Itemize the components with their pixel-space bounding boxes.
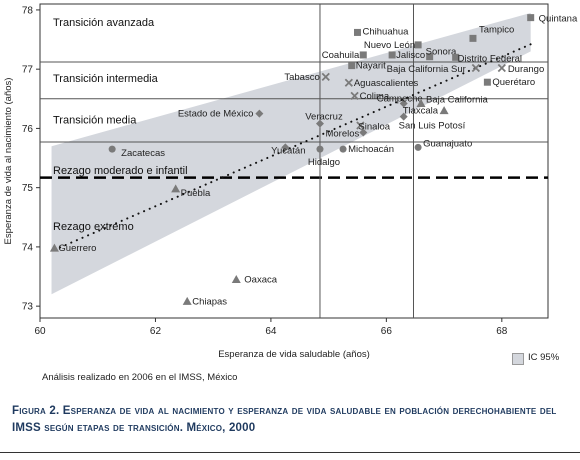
point-label-coahuila: Coahuila — [322, 50, 360, 61]
point-colima — [350, 91, 359, 100]
legend-label-ci: IC 95% — [528, 352, 560, 363]
point-label-sinaloa: Sinaloa — [358, 121, 390, 132]
point-label-morelos: Morelos — [325, 129, 359, 140]
stage-label-0: Transición avanzada — [53, 17, 155, 29]
point-label-puebla: Puebla — [181, 188, 211, 199]
x-tick-label-68: 68 — [496, 326, 508, 337]
point-label-zacatecas: Zacatecas — [121, 148, 165, 159]
y-tick-label-78: 78 — [22, 5, 34, 16]
x-tick-label-62: 62 — [150, 326, 162, 337]
point-label-tabasco: Tabasco — [284, 72, 319, 83]
point-zacatecas — [108, 145, 116, 153]
y-tick-label-77: 77 — [22, 65, 34, 76]
point-label-tlaxcala: Tlaxcala — [403, 106, 439, 117]
point-label-colima: Colima — [360, 91, 390, 102]
analysis-note: Análisis realizado en 2006 en el IMSS, M… — [42, 372, 238, 383]
point-michoacan — [339, 145, 347, 153]
point-label-nuevo-leon: Nuevo León — [364, 40, 415, 51]
point-estado-de-mexico — [255, 109, 264, 118]
x-tick-label-66: 66 — [381, 326, 393, 337]
point-coahuila — [359, 51, 367, 59]
legend-swatch-ci — [512, 353, 524, 365]
point-label-aguascalientes: Aguascalientes — [354, 78, 419, 89]
point-guerrero — [49, 243, 59, 252]
point-label-queretaro: Querétaro — [492, 77, 535, 88]
stage-label-2: Transición media — [53, 115, 137, 127]
y-tick-label-74: 74 — [22, 242, 34, 253]
point-label-oaxaca: Oaxaca — [244, 274, 277, 285]
point-label-chihuahua: Chihuahua — [363, 26, 410, 37]
caption-label: Figura 2. — [12, 405, 60, 417]
point-tlaxcala — [439, 106, 449, 115]
y-tick-label-75: 75 — [22, 183, 34, 194]
x-tick-label-60: 60 — [34, 326, 46, 337]
point-jalisco — [388, 51, 396, 59]
point-sonora — [426, 53, 434, 61]
point-quintana-roo — [527, 14, 535, 22]
stage-label-4: Rezago extremo — [53, 221, 134, 233]
point-distrito-federal — [452, 53, 460, 61]
point-nayarit — [348, 62, 356, 70]
plot-frame — [39, 3, 549, 319]
point-morelos — [359, 128, 368, 137]
point-label-guanajuato: Guanajuato — [423, 138, 472, 149]
point-label-san-luis-potosi: San Luis Potosí — [399, 121, 466, 132]
point-label-veracruz: Veracruz — [305, 112, 343, 123]
scatter-chart: 60 62 64 66 68 73 74 75 76 77 78 Esperanza de vida … — [3, 3, 580, 360]
point-oaxaca — [231, 274, 241, 283]
point-label-durango: Durango — [508, 64, 544, 75]
point-hidalgo — [316, 145, 324, 153]
ci-band — [51, 12, 531, 295]
point-label-baja-california: Baja California — [426, 95, 488, 106]
point-label-jalisco: Jalisco — [396, 50, 425, 61]
point-label-hidalgo: Hidalgo — [308, 157, 340, 168]
y-axis-label: Esperanza de vida al nacimiento (años) — [3, 78, 14, 245]
point-queretaro — [483, 78, 491, 86]
point-label-guerrero: Guerrero — [58, 243, 96, 254]
point-baja-california — [416, 99, 426, 108]
bottom-rule — [0, 452, 580, 453]
caption-text: Esperanza de vida al nacimiento y espera… — [12, 405, 557, 434]
point-label-chiapas: Chiapas — [192, 296, 227, 307]
point-puebla — [171, 184, 181, 193]
point-veracruz — [315, 119, 324, 128]
point-aguascalientes — [344, 78, 353, 87]
point-label-sonora: Sonora — [426, 47, 457, 58]
x-axis-label: Esperanza de vida saludable (años) — [218, 349, 370, 360]
point-tampico — [469, 34, 477, 42]
point-label-quintana-roo: Quintana Roo — [539, 14, 580, 25]
point-label-nayarit: Nayarit — [356, 61, 386, 72]
point-tabasco — [321, 72, 330, 82]
y-tick-label-73: 73 — [22, 302, 34, 313]
point-label-distrito-federal: Distrito Federal — [458, 53, 522, 64]
x-tick-label-64: 64 — [265, 326, 277, 337]
point-campeche — [399, 99, 408, 108]
point-chiapas — [182, 296, 192, 305]
point-label-estado-de-mexico: Estado de México — [178, 109, 254, 120]
point-chihuahua — [354, 28, 361, 36]
point-label-yucatan: Yucatán — [271, 145, 305, 156]
point-nuevo-leon — [414, 41, 422, 49]
point-baja-california-sur — [471, 63, 480, 73]
point-san-luis-potosi — [399, 112, 408, 121]
stage-label-1: Transición intermedia — [53, 73, 159, 85]
point-durango — [497, 63, 506, 73]
point-label-campeche: Campeche — [377, 94, 423, 105]
trend-line — [53, 43, 532, 251]
y-tick-label-76: 76 — [22, 124, 34, 135]
point-sinaloa — [356, 121, 365, 130]
figure-caption: Figura 2. Esperanza de vida al nacimient… — [12, 403, 572, 437]
point-label-michoacan: Michoacán — [348, 144, 394, 155]
point-guanajuato — [414, 143, 422, 151]
point-label-tampico: Tampico — [479, 24, 514, 35]
point-yucatan — [281, 143, 290, 152]
stage-label-3: Rezago moderado e infantil — [53, 165, 188, 177]
point-label-baja-california-sur: Baja California Sur — [387, 64, 466, 75]
